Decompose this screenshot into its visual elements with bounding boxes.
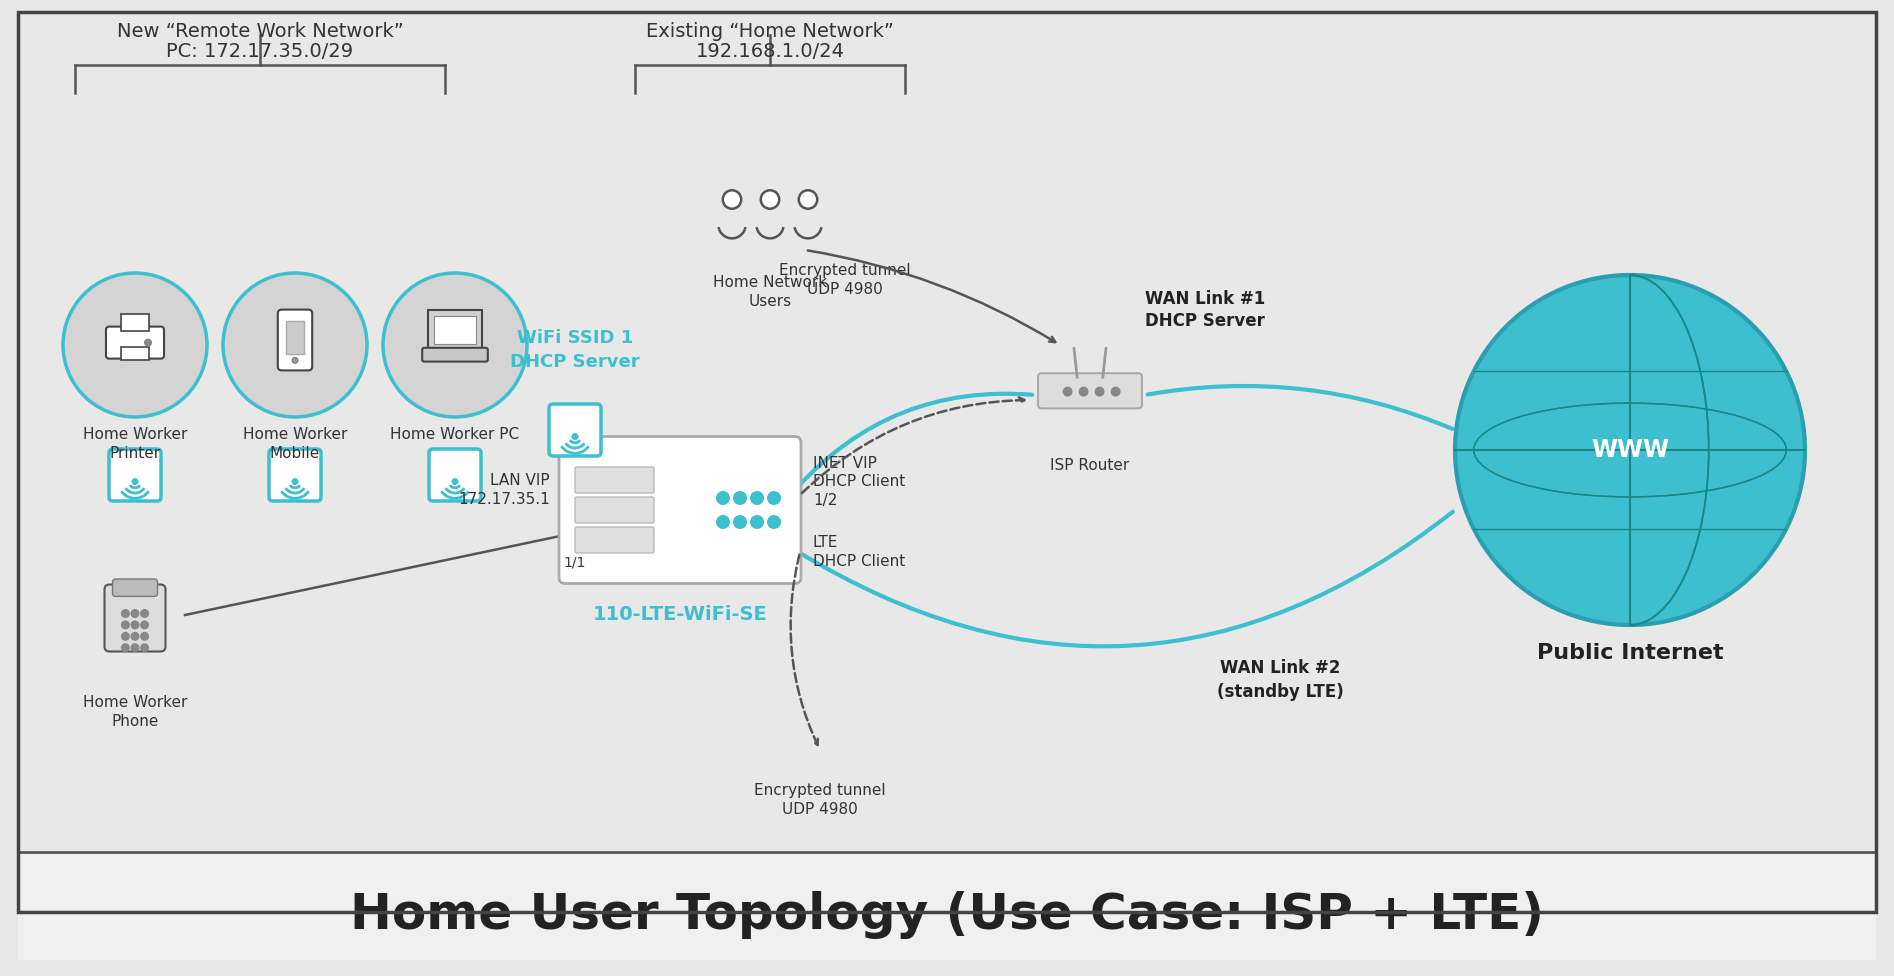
FancyBboxPatch shape: [112, 579, 157, 596]
Text: Encrypted tunnel
UDP 4980: Encrypted tunnel UDP 4980: [778, 264, 911, 297]
Circle shape: [144, 339, 152, 346]
Circle shape: [750, 515, 763, 529]
Circle shape: [121, 643, 131, 652]
FancyBboxPatch shape: [549, 404, 600, 456]
FancyBboxPatch shape: [430, 449, 481, 501]
Bar: [286, 321, 305, 354]
Text: Home Network
Users: Home Network Users: [712, 275, 828, 308]
Circle shape: [1110, 386, 1121, 396]
FancyBboxPatch shape: [428, 310, 483, 350]
Circle shape: [292, 357, 297, 363]
Circle shape: [767, 515, 780, 529]
Bar: [434, 316, 475, 345]
Text: PC: 172.17.35.0/29: PC: 172.17.35.0/29: [167, 42, 354, 61]
Text: Home Worker
Printer: Home Worker Printer: [83, 427, 188, 461]
Circle shape: [131, 609, 140, 618]
Text: Home Worker
Phone: Home Worker Phone: [83, 695, 188, 729]
Bar: [19, 850, 1875, 960]
Circle shape: [733, 515, 746, 529]
Circle shape: [121, 621, 131, 630]
Circle shape: [1078, 386, 1089, 396]
Circle shape: [383, 273, 527, 417]
Text: WAN Link #2
(standby LTE): WAN Link #2 (standby LTE): [1216, 659, 1343, 701]
Circle shape: [724, 190, 741, 209]
Text: New “Remote Work Network”: New “Remote Work Network”: [117, 22, 403, 41]
FancyBboxPatch shape: [269, 449, 320, 501]
Text: WWW: WWW: [1591, 438, 1669, 462]
Circle shape: [121, 609, 131, 618]
Circle shape: [121, 631, 131, 641]
Circle shape: [716, 491, 729, 505]
FancyBboxPatch shape: [576, 497, 653, 523]
FancyBboxPatch shape: [1038, 373, 1142, 408]
Circle shape: [716, 515, 729, 529]
FancyBboxPatch shape: [278, 309, 313, 371]
Text: WAN Link #1
DHCP Server: WAN Link #1 DHCP Server: [1146, 290, 1265, 330]
Text: Existing “Home Network”: Existing “Home Network”: [646, 22, 894, 41]
FancyBboxPatch shape: [19, 12, 1875, 912]
Circle shape: [572, 433, 578, 440]
Circle shape: [140, 621, 150, 630]
FancyBboxPatch shape: [110, 449, 161, 501]
Bar: [121, 314, 150, 331]
Text: WiFi SSID 1
DHCP Server: WiFi SSID 1 DHCP Server: [509, 329, 640, 371]
Circle shape: [292, 478, 299, 485]
Text: 1/1: 1/1: [564, 555, 585, 569]
Circle shape: [131, 478, 138, 485]
Circle shape: [799, 190, 816, 209]
Circle shape: [131, 621, 140, 630]
FancyBboxPatch shape: [422, 347, 489, 361]
FancyBboxPatch shape: [106, 327, 165, 358]
FancyBboxPatch shape: [104, 585, 165, 652]
Text: Public Internet: Public Internet: [1536, 643, 1724, 663]
Text: 192.168.1.0/24: 192.168.1.0/24: [695, 42, 845, 61]
Circle shape: [140, 609, 150, 618]
Text: Home Worker PC: Home Worker PC: [390, 427, 519, 442]
Circle shape: [750, 491, 763, 505]
Text: 110-LTE-WiFi-SE: 110-LTE-WiFi-SE: [593, 605, 767, 625]
Text: ISP Router: ISP Router: [1051, 458, 1129, 473]
FancyBboxPatch shape: [559, 436, 801, 584]
Circle shape: [131, 631, 140, 641]
FancyBboxPatch shape: [576, 467, 653, 493]
Circle shape: [223, 273, 367, 417]
Circle shape: [1455, 275, 1805, 625]
Text: Encrypted tunnel
UDP 4980: Encrypted tunnel UDP 4980: [754, 783, 886, 817]
Text: INET VIP
DHCP Client
1/2: INET VIP DHCP Client 1/2: [813, 456, 905, 508]
Circle shape: [733, 491, 746, 505]
Text: LTE
DHCP Client: LTE DHCP Client: [813, 535, 905, 569]
FancyArrowPatch shape: [1148, 386, 1453, 428]
Bar: [121, 346, 150, 359]
Circle shape: [761, 190, 778, 209]
Circle shape: [451, 478, 458, 485]
FancyArrowPatch shape: [797, 511, 1453, 646]
FancyArrowPatch shape: [797, 393, 1032, 488]
Circle shape: [63, 273, 206, 417]
Text: LAN VIP
172.17.35.1: LAN VIP 172.17.35.1: [458, 473, 549, 507]
Circle shape: [1095, 386, 1104, 396]
Text: Home Worker
Mobile: Home Worker Mobile: [242, 427, 347, 461]
Circle shape: [140, 631, 150, 641]
Text: Home User Topology (Use Case: ISP + LTE): Home User Topology (Use Case: ISP + LTE): [350, 891, 1544, 939]
Circle shape: [131, 643, 140, 652]
Circle shape: [1063, 386, 1072, 396]
Circle shape: [767, 491, 780, 505]
Circle shape: [140, 643, 150, 652]
FancyBboxPatch shape: [576, 527, 653, 553]
